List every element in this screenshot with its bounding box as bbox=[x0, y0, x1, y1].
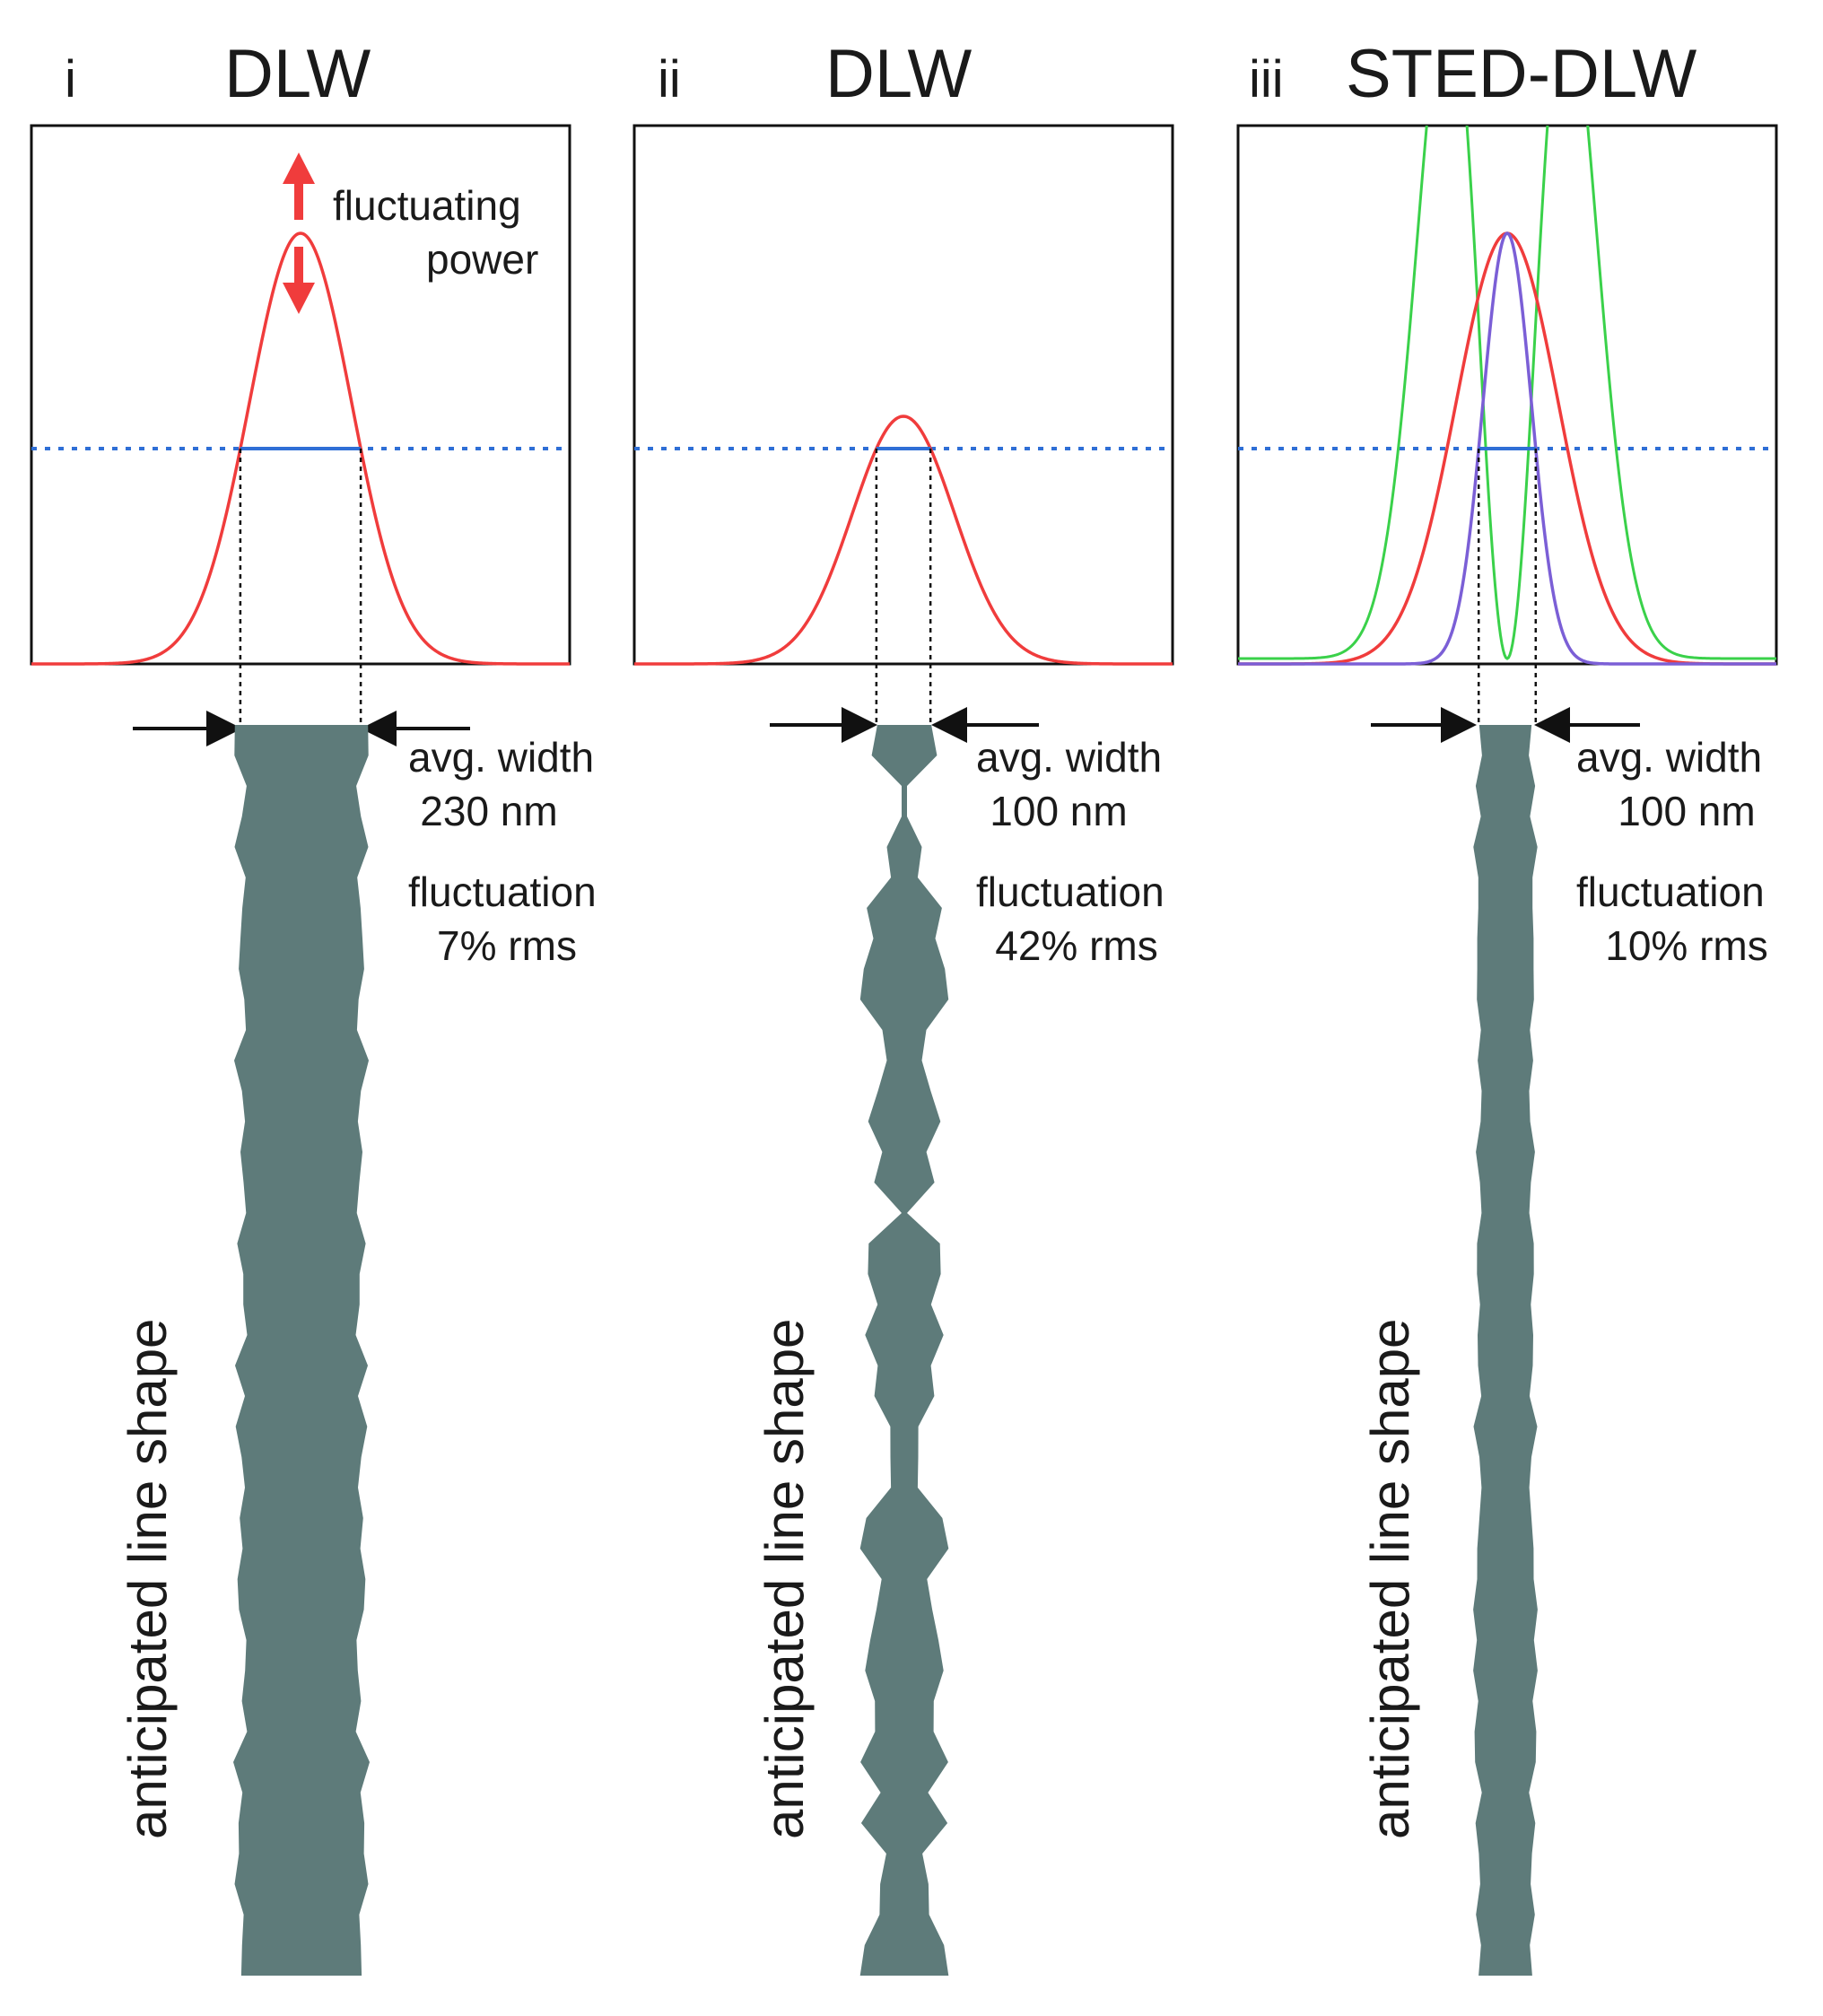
panel-i-frame bbox=[30, 124, 571, 666]
panel-iii-line-shape bbox=[1473, 725, 1538, 1976]
panel-iii-vertical-label: anticipated line shape bbox=[1360, 1319, 1420, 1839]
panel-i-fluct-label: fluctuation bbox=[408, 868, 597, 915]
panel-iii-fluct-value: 10% rms bbox=[1605, 922, 1767, 969]
panel-iii: iii STED-DLW avg. width 100 nm fluctuati… bbox=[1236, 36, 1778, 1976]
panel-i: i DLW fluctuating power avg. width 230 n… bbox=[30, 36, 597, 1976]
panel-iii-sted-curve bbox=[1238, 126, 1776, 660]
power-label: power bbox=[426, 236, 538, 283]
panel-i-title: DLW bbox=[224, 36, 371, 112]
panel-ii-frame bbox=[632, 124, 1174, 666]
panel-i-fluct-value: 7% rms bbox=[437, 922, 577, 969]
panel-i-vertical-label: anticipated line shape bbox=[118, 1319, 178, 1839]
panel-ii-line-shape bbox=[859, 725, 949, 1976]
panel-iii-roman: iii bbox=[1249, 50, 1284, 109]
panel-ii-title: DLW bbox=[825, 36, 973, 112]
panel-ii-width-value: 100 nm bbox=[990, 788, 1127, 834]
panel-ii-fluct-value: 42% rms bbox=[995, 922, 1157, 969]
power-down-arrow-icon bbox=[283, 247, 315, 314]
panel-i-plot bbox=[30, 124, 571, 725]
panel-iii-fluct-label: fluctuation bbox=[1576, 868, 1765, 915]
panel-iii-frame bbox=[1236, 124, 1778, 666]
panel-i-width-label: avg. width bbox=[408, 734, 594, 781]
panel-iii-width-label: avg. width bbox=[1576, 734, 1762, 781]
panel-ii-fluct-label: fluctuation bbox=[976, 868, 1164, 915]
panel-i-roman: i bbox=[65, 50, 76, 109]
fluctuating-label: fluctuating bbox=[333, 182, 521, 229]
panel-iii-effective-curve bbox=[1238, 231, 1776, 666]
panel-ii: ii DLW avg. width 100 nm fluctuation 42%… bbox=[632, 36, 1174, 1976]
panel-ii-intensity-curve bbox=[634, 415, 1173, 666]
panel-ii-plot bbox=[632, 124, 1174, 725]
panel-ii-roman: ii bbox=[658, 50, 681, 109]
power-up-arrow-icon bbox=[283, 153, 315, 220]
panel-iii-title: STED-DLW bbox=[1346, 36, 1697, 112]
panel-ii-width-label: avg. width bbox=[976, 734, 1162, 781]
panel-i-intensity-curve bbox=[31, 231, 570, 666]
panel-iii-width-value: 100 nm bbox=[1618, 788, 1755, 834]
fluctuating-power-arrows bbox=[283, 153, 315, 314]
panel-iii-plot bbox=[1236, 124, 1778, 725]
panel-i-line-shape bbox=[233, 725, 370, 1976]
panel-ii-vertical-label: anticipated line shape bbox=[754, 1319, 815, 1839]
panel-i-width-value: 230 nm bbox=[420, 788, 557, 834]
